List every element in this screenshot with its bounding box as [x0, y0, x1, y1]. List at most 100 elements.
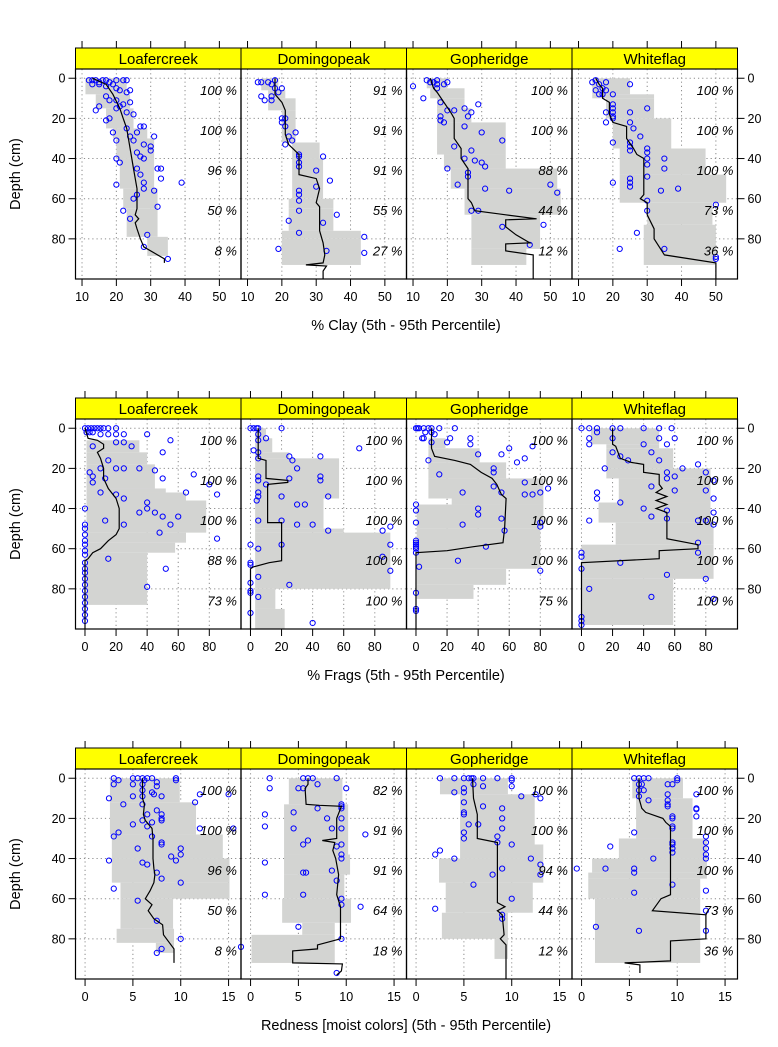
- data-point: [451, 789, 458, 796]
- percentile-band-segment: [302, 922, 335, 935]
- percentile-band-segment: [86, 492, 186, 501]
- percentile-band-segment: [288, 198, 334, 209]
- y-tick-label-left: 0: [59, 72, 66, 86]
- data-point: [139, 801, 146, 808]
- data-point: [151, 133, 158, 140]
- data-point: [81, 551, 89, 558]
- data-point: [631, 869, 638, 876]
- data-point: [498, 515, 505, 522]
- data-point: [460, 799, 467, 806]
- data-point: [669, 845, 676, 852]
- percent-label: 55 %: [373, 203, 403, 218]
- y-tick-label-left: 40: [52, 152, 66, 166]
- data-point: [645, 797, 652, 804]
- percentile-band-segment: [120, 882, 230, 899]
- data-point: [258, 79, 265, 86]
- data-point: [120, 439, 127, 446]
- data-point: [657, 187, 665, 194]
- data-point: [255, 545, 262, 552]
- data-point: [261, 811, 269, 818]
- data-point: [295, 187, 303, 194]
- data-point: [669, 881, 676, 888]
- data-point: [290, 809, 297, 816]
- percent-label: 100 %: [531, 513, 568, 528]
- data-point: [113, 155, 120, 162]
- percentile-band-segment: [255, 438, 273, 453]
- data-point: [113, 97, 120, 104]
- percent-label: 91 %: [373, 163, 403, 178]
- panel-border: [571, 68, 739, 280]
- data-point: [286, 581, 293, 588]
- data-point: [164, 255, 171, 263]
- data-point: [412, 519, 420, 526]
- data-point: [573, 865, 580, 872]
- y-tick-label-right: 80: [748, 932, 762, 946]
- data-point: [88, 425, 95, 432]
- median-line: [249, 428, 289, 629]
- data-point: [644, 149, 651, 156]
- data-point: [153, 807, 160, 814]
- data-point: [247, 425, 254, 432]
- data-point: [540, 221, 547, 228]
- percent-label: 100 %: [697, 163, 734, 178]
- data-point: [116, 159, 123, 166]
- data-point: [494, 775, 501, 782]
- data-point: [479, 775, 487, 782]
- data-point: [115, 777, 122, 784]
- data-point: [436, 425, 443, 432]
- data-point: [140, 155, 147, 162]
- x-tick-label: 60: [502, 640, 516, 654]
- x-tick-label: 20: [275, 290, 289, 304]
- x-tick-label: 10: [572, 290, 586, 304]
- percentile-band-segment: [445, 882, 533, 913]
- data-point: [674, 185, 682, 192]
- data-point: [702, 839, 710, 846]
- data-point: [282, 141, 289, 148]
- data-point: [147, 143, 154, 150]
- data-point: [664, 797, 671, 804]
- percent-label: 18 %: [373, 943, 403, 958]
- data-point: [255, 517, 262, 524]
- percent-label: 100 %: [200, 783, 237, 798]
- data-point: [387, 567, 394, 574]
- x-tick-label: 20: [440, 290, 454, 304]
- data-point: [710, 495, 717, 502]
- percentile-band-segment: [284, 804, 349, 855]
- data-point: [669, 839, 676, 846]
- data-point: [96, 103, 103, 110]
- data-point: [436, 471, 443, 478]
- data-point: [609, 105, 616, 112]
- data-point: [333, 877, 340, 884]
- data-point: [454, 557, 462, 564]
- data-point: [640, 787, 647, 794]
- data-point: [644, 173, 651, 180]
- strip-label: Gopheridge: [450, 401, 528, 418]
- data-point: [679, 465, 686, 472]
- data-point: [640, 425, 647, 432]
- percentile-band-segment: [109, 802, 197, 835]
- data-point: [106, 115, 113, 122]
- x-tick-label: 30: [144, 290, 158, 304]
- x-tick-label: 10: [75, 290, 89, 304]
- data-point: [433, 85, 441, 92]
- data-point: [109, 129, 117, 136]
- data-point: [444, 165, 451, 172]
- percentile-band-segment: [606, 468, 711, 479]
- data-point: [338, 895, 345, 902]
- y-tick-label-left: 0: [59, 422, 66, 436]
- data-point: [150, 791, 158, 798]
- x-tick-label: 10: [241, 290, 255, 304]
- data-point: [648, 513, 655, 520]
- data-point: [537, 871, 544, 878]
- data-point: [304, 837, 312, 844]
- data-point: [144, 505, 151, 512]
- data-point: [499, 815, 506, 822]
- percent-label: 94 %: [538, 863, 568, 878]
- percent-label: 12 %: [538, 243, 568, 258]
- x-tick-label: 0: [413, 640, 420, 654]
- data-point: [105, 857, 113, 864]
- data-point: [513, 459, 521, 466]
- data-point: [120, 801, 127, 808]
- percent-label: 88 %: [207, 553, 237, 568]
- percentile-band-segment: [255, 528, 344, 533]
